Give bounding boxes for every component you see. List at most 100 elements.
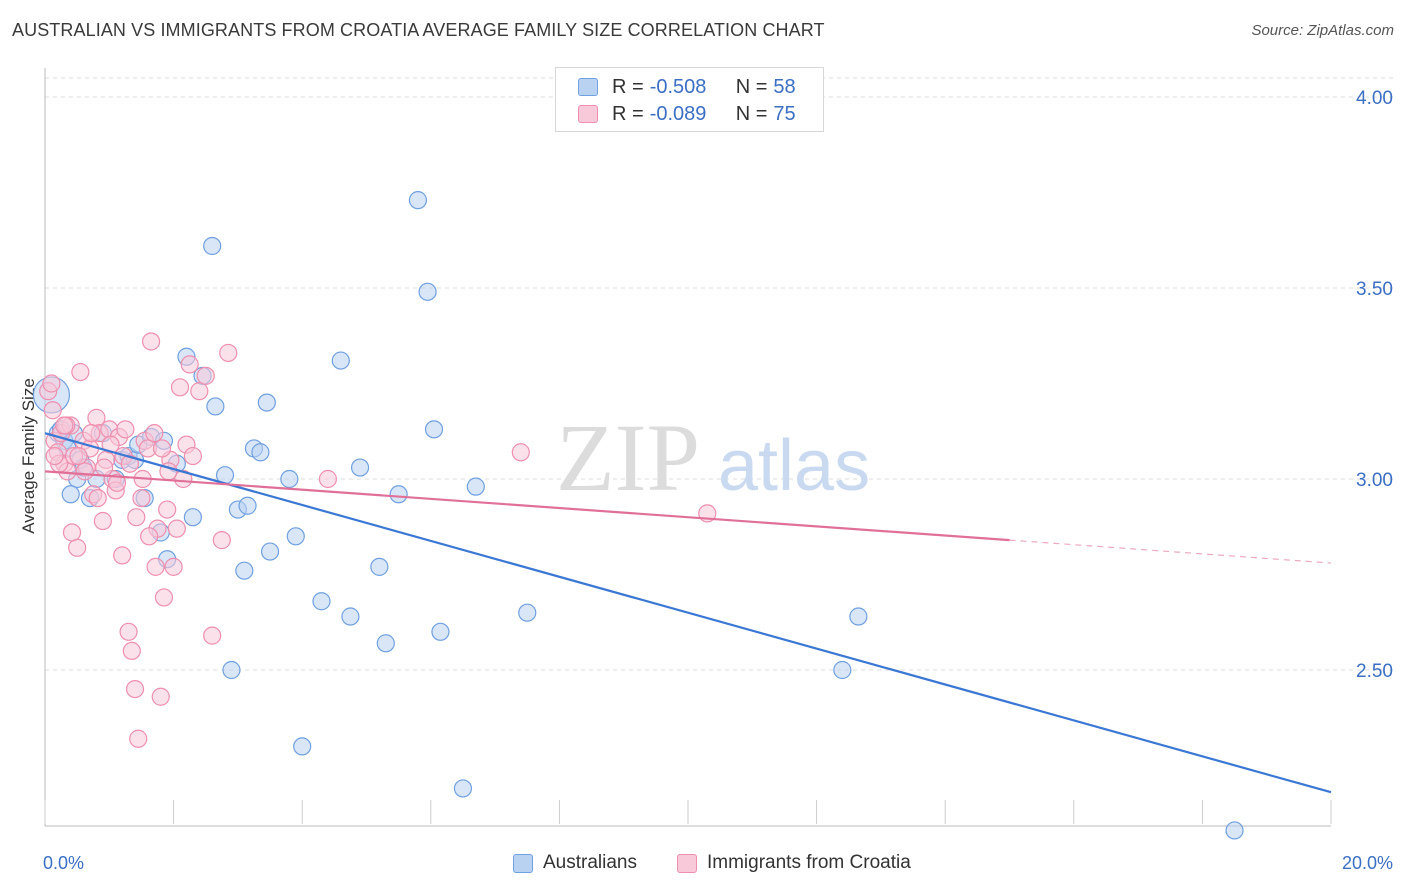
australians-point [1225, 821, 1244, 840]
croatia-point [190, 382, 209, 401]
legend-label-croatia: Immigrants from Croatia [707, 852, 911, 873]
trend-lines [44, 432, 1332, 794]
croatia-point [69, 446, 88, 466]
croatia-point [167, 519, 186, 538]
croatia-point [164, 557, 183, 576]
croatia-point [203, 626, 222, 645]
watermark: ZIP atlas [556, 404, 870, 511]
croatia-point [43, 401, 62, 420]
australians-point [849, 607, 868, 626]
croatia-point [158, 500, 177, 519]
croatia-point [183, 446, 202, 466]
legend-n-value: 75 [773, 102, 796, 125]
croatia-point [219, 343, 238, 363]
australians-point [235, 561, 254, 580]
legend-r-value: -0.508 [649, 75, 707, 98]
croatia-point [120, 454, 139, 473]
legend-row-australians: R = -0.508 N = 58 [578, 74, 796, 100]
watermark-zip: ZIP [556, 404, 700, 511]
australians-point [257, 393, 276, 412]
croatia-point [129, 729, 148, 748]
axes [44, 68, 1332, 827]
legend-n-label: N = [735, 102, 768, 125]
croatia-point [116, 420, 135, 439]
croatia-point [125, 679, 145, 699]
series-legend: Australians Immigrants from Croatia [0, 852, 1406, 878]
australians-point [389, 485, 408, 504]
croatia-point [151, 687, 170, 706]
australians-point [431, 622, 450, 641]
australians-point [280, 469, 299, 489]
croatia-point [146, 557, 165, 576]
legend-n-value: 58 [773, 75, 796, 98]
australians-point [453, 779, 473, 798]
croatia-point [141, 332, 161, 351]
croatia-point [196, 366, 215, 385]
australians-point [518, 603, 537, 622]
australians-point [222, 660, 241, 680]
y-tick-label: 4.00 [1356, 88, 1393, 109]
croatia-point [93, 511, 112, 531]
croatia-point [122, 641, 141, 661]
australians-point [370, 557, 389, 576]
croatia-point [511, 443, 530, 462]
australians-trend-line [44, 432, 1332, 794]
australians-point [260, 542, 280, 561]
australians-point [833, 660, 852, 680]
croatia-point [82, 424, 101, 443]
croatia-point [132, 489, 151, 508]
croatia-point [145, 424, 164, 443]
tick-labels: 4.00 3.50 3.00 2.50 0.0% 20.0% [43, 88, 1393, 873]
australians-point [206, 397, 225, 416]
croatia-point [140, 527, 159, 546]
australians-point [376, 634, 395, 653]
y-tick-label: 3.50 [1356, 279, 1393, 300]
legend-r-label: R = [612, 75, 644, 98]
australians-point [408, 191, 428, 210]
series-australians [32, 191, 1244, 840]
croatia-point [174, 469, 193, 489]
australians-point [350, 458, 370, 477]
croatia-point [170, 378, 190, 397]
australians-point [418, 282, 437, 301]
croatia-point [88, 489, 107, 508]
croatia-point [68, 538, 87, 557]
legend-item-croatia[interactable]: Immigrants from Croatia [677, 852, 911, 874]
australians-point [61, 485, 80, 504]
legend-swatch-croatia [578, 105, 598, 123]
croatia-trend-line [44, 470, 1010, 542]
y-axis-label: Average Family Size [19, 378, 38, 534]
correlation-legend: R = -0.508 N = 58 R = -0.089 N = 75 [555, 67, 824, 132]
croatia-point [212, 531, 231, 550]
croatia-point [127, 508, 146, 527]
croatia-point [113, 546, 132, 565]
croatia-point [55, 416, 74, 435]
croatia-point [119, 622, 138, 641]
source-label: Source: ZipAtlas.com [1251, 22, 1394, 39]
croatia-trend-extension [1009, 539, 1332, 564]
australians-point [424, 420, 444, 439]
x-tick-label: 0.0% [43, 853, 84, 873]
series-croatia [39, 332, 717, 748]
legend-item-australians[interactable]: Australians [513, 852, 637, 874]
australians-point [286, 527, 305, 546]
legend-n-label: N = [735, 75, 768, 98]
grid-lines [45, 77, 1394, 671]
australians-point [251, 443, 270, 462]
croatia-point [42, 374, 61, 393]
y-tick-label: 2.50 [1356, 661, 1393, 682]
x-tick-label: 20.0% [1342, 853, 1393, 873]
australians-point [312, 592, 331, 611]
australians-point [331, 351, 350, 370]
legend-label-australians: Australians [543, 852, 637, 873]
y-tick-label: 3.00 [1356, 470, 1393, 491]
australians-point [341, 607, 360, 626]
croatia-point [75, 462, 94, 481]
australians-point [203, 236, 222, 256]
croatia-point [71, 362, 90, 382]
croatia-point [180, 355, 199, 374]
legend-swatch-australians [578, 78, 598, 96]
croatia-point [154, 588, 174, 607]
australians-point [183, 508, 202, 527]
